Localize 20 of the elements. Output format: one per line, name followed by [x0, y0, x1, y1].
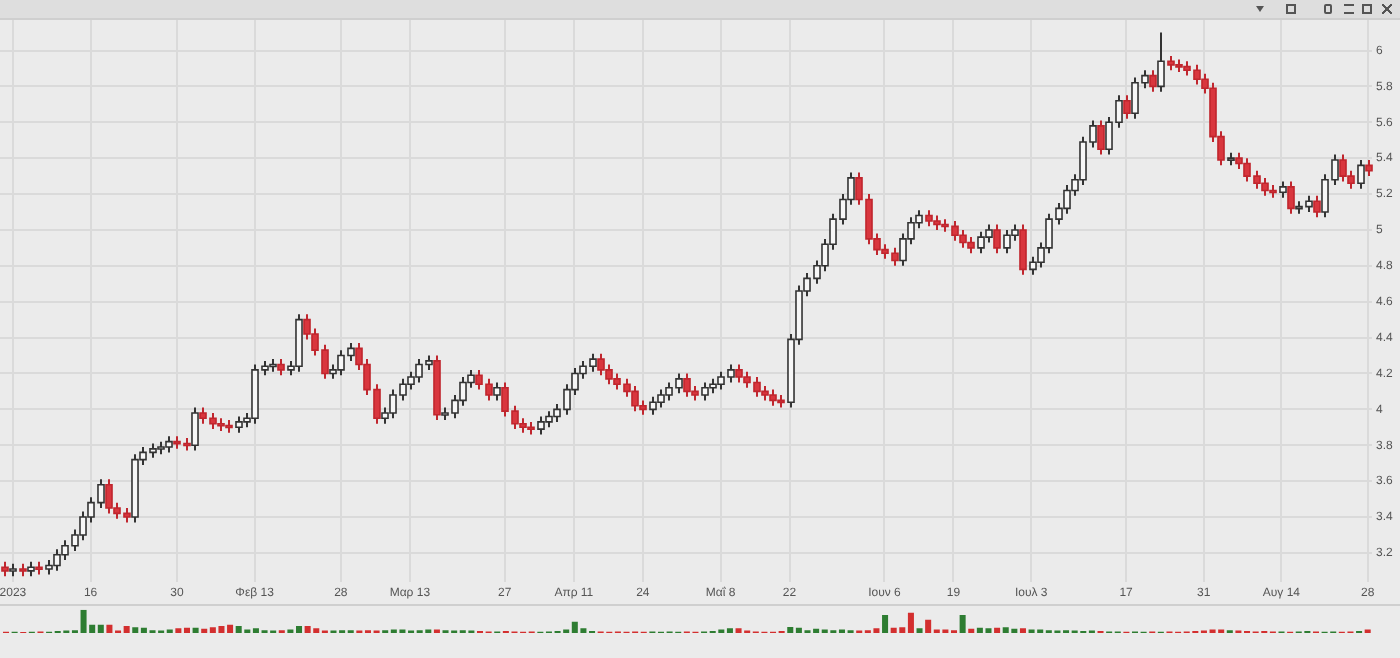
bar: [571, 621, 578, 633]
bar: [209, 627, 216, 633]
bar: [882, 614, 889, 633]
bar: [959, 614, 966, 633]
bar: [123, 626, 130, 633]
bar: [907, 612, 914, 633]
bar: [787, 626, 794, 633]
bar: [97, 624, 104, 633]
bar: [106, 624, 113, 633]
bar: [218, 626, 225, 633]
bar: [192, 627, 199, 633]
bar: [994, 627, 1001, 633]
bar: [132, 627, 139, 633]
bar: [80, 609, 87, 633]
bar: [890, 627, 897, 633]
bar: [183, 627, 190, 633]
bar: [235, 626, 242, 633]
bar: [1002, 627, 1009, 633]
bar: [925, 619, 932, 633]
bar: [304, 626, 311, 633]
